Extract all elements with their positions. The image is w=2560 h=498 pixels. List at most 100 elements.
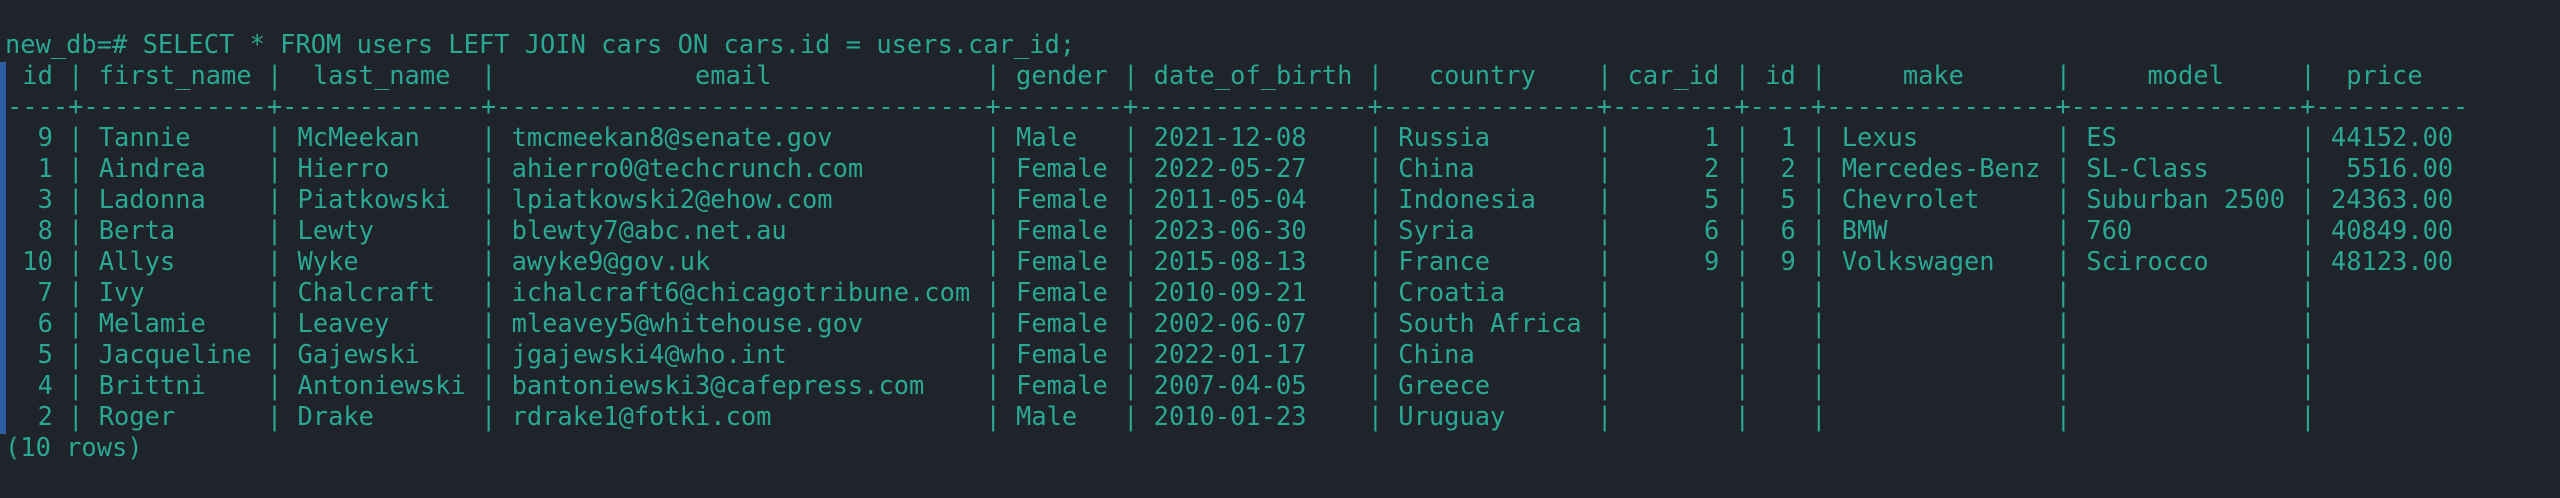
- table-cell: Ladonna: [98, 184, 206, 214]
- table-cell: Indonesia: [1398, 184, 1536, 214]
- table-cell: 2002-06-07: [1153, 308, 1307, 338]
- table-cell: 5: [1780, 184, 1796, 214]
- table-cell: 5516.00: [2346, 153, 2454, 183]
- table-cell: Jacqueline: [98, 339, 252, 369]
- table-cell: 2021-12-08: [1153, 122, 1307, 152]
- table-cell: Syria: [1398, 215, 1475, 245]
- table-cell: 48123.00: [2330, 246, 2454, 276]
- table-cell: mleavey5@whitehouse.gov: [511, 308, 864, 338]
- table-row: 2 | Roger | Drake | rdrake1@fotki.com | …: [37, 401, 2316, 431]
- table-cell: rdrake1@fotki.com: [511, 401, 772, 431]
- table-cell: SL-Class: [2086, 153, 2209, 183]
- table-row: 3 | Ladonna | Piatkowski | lpiatkowski2@…: [37, 184, 2454, 214]
- table-cell: tmcmeekan8@senate.gov: [511, 122, 833, 152]
- table-cell: 2010-09-21: [1153, 277, 1307, 307]
- column-header: make: [1902, 60, 1964, 90]
- table-cell: 7: [37, 277, 53, 307]
- table-cell: Hierro: [297, 153, 390, 183]
- table-cell: China: [1398, 339, 1475, 369]
- table-cell: 2007-04-05: [1153, 370, 1307, 400]
- table-cell: 1: [1780, 122, 1796, 152]
- table-cell: Chalcraft: [297, 277, 436, 307]
- divider: ----+------------+-------------+--------…: [7, 91, 2469, 121]
- column-header: model: [2147, 60, 2224, 90]
- table-cell: 760: [2086, 215, 2133, 245]
- table-cell: 2015-08-13: [1153, 246, 1307, 276]
- table-cell: 8: [37, 215, 53, 245]
- table-cell: 10: [22, 246, 53, 276]
- table-cell: 9: [1704, 246, 1720, 276]
- table-cell: Male: [1016, 401, 1078, 431]
- column-header: gender: [1016, 60, 1108, 90]
- table-cell: 9: [1780, 246, 1796, 276]
- table-cell: Berta: [98, 215, 176, 245]
- table-cell: Allys: [98, 246, 176, 276]
- table-cell: 9: [37, 122, 53, 152]
- table-cell: jgajewski4@who.int: [511, 339, 787, 369]
- table-cell: South Africa: [1398, 308, 1582, 338]
- table-cell: China: [1398, 153, 1475, 183]
- table-cell: bantoniewski3@cafepress.com: [511, 370, 925, 400]
- column-header: id: [1765, 60, 1796, 90]
- table-cell: 2: [1704, 153, 1720, 183]
- table-cell: Antoniewski: [297, 370, 466, 400]
- table-cell: Aindrea: [98, 153, 206, 183]
- table-cell: blewty7@abc.net.au: [511, 215, 787, 245]
- table-cell: Suburban 2500: [2086, 184, 2286, 214]
- column-header: first_name: [98, 60, 252, 90]
- table-cell: 2023-06-30: [1153, 215, 1307, 245]
- table-cell: Female: [1016, 370, 1108, 400]
- table-cell: Brittni: [98, 370, 206, 400]
- table-cell: 3: [37, 184, 53, 214]
- table-cell: Male: [1016, 122, 1078, 152]
- column-header: price: [2346, 60, 2423, 90]
- table-row: 8 | Berta | Lewty | blewty7@abc.net.au |…: [37, 215, 2454, 245]
- table-row: 5 | Jacqueline | Gajewski | jgajewski4@w…: [37, 339, 2316, 369]
- command-line: new_db=# SELECT * FROM users LEFT JOIN c…: [5, 29, 1076, 59]
- table-row: 1 | Aindrea | Hierro | ahierro0@techcrun…: [37, 153, 2454, 183]
- table-row: 10 | Allys | Wyke | awyke9@gov.uk | Fema…: [22, 246, 2454, 276]
- table-cell: Female: [1016, 308, 1108, 338]
- column-header: id: [22, 60, 53, 90]
- table-cell: Roger: [98, 401, 176, 431]
- table-row: 9 | Tannie | McMeekan | tmcmeekan8@senat…: [37, 122, 2454, 152]
- table-cell: Leavey: [297, 308, 390, 338]
- table-cell: 44152.00: [2330, 122, 2454, 152]
- table-cell: Uruguay: [1398, 401, 1506, 431]
- table-cell: Scirocco: [2086, 246, 2209, 276]
- table-cell: 2022-05-27: [1153, 153, 1307, 183]
- table-cell: BMW: [1841, 215, 1888, 245]
- table-row: 4 | Brittni | Antoniewski | bantoniewski…: [37, 370, 2316, 400]
- table-cell: Melamie: [98, 308, 206, 338]
- table-cell: 24363.00: [2330, 184, 2454, 214]
- table-cell: 1: [37, 153, 53, 183]
- table-cell: 2: [1780, 153, 1796, 183]
- column-header: car_id: [1627, 60, 1720, 90]
- table-cell: Ivy: [98, 277, 145, 307]
- table-cell: 40849.00: [2330, 215, 2454, 245]
- table-cell: Volkswagen: [1841, 246, 1995, 276]
- column-header: date_of_birth: [1153, 60, 1353, 90]
- row-count: (10 rows): [5, 432, 143, 462]
- table-cell: 4: [37, 370, 53, 400]
- table-cell: 2: [37, 401, 53, 431]
- table-cell: France: [1398, 246, 1490, 276]
- table-cell: Gajewski: [297, 339, 420, 369]
- table-cell: 5: [37, 339, 53, 369]
- table-cell: awyke9@gov.uk: [511, 246, 711, 276]
- table-row: 7 | Ivy | Chalcraft | ichalcraft6@chicag…: [37, 277, 2316, 307]
- table-cell: 6: [1780, 215, 1796, 245]
- table-cell: 5: [1704, 184, 1720, 214]
- table-cell: 2011-05-04: [1153, 184, 1307, 214]
- table-cell: 6: [1704, 215, 1720, 245]
- table-cell: ES: [2086, 122, 2117, 152]
- column-header: email: [695, 60, 772, 90]
- table-cell: 2022-01-17: [1153, 339, 1307, 369]
- table-cell: Female: [1016, 277, 1108, 307]
- table-cell: ahierro0@techcrunch.com: [511, 153, 864, 183]
- table-cell: McMeekan: [297, 122, 420, 152]
- table-cell: Piatkowski: [297, 184, 451, 214]
- column-header: country: [1428, 60, 1536, 90]
- table-cell: Mercedes-Benz: [1841, 153, 2041, 183]
